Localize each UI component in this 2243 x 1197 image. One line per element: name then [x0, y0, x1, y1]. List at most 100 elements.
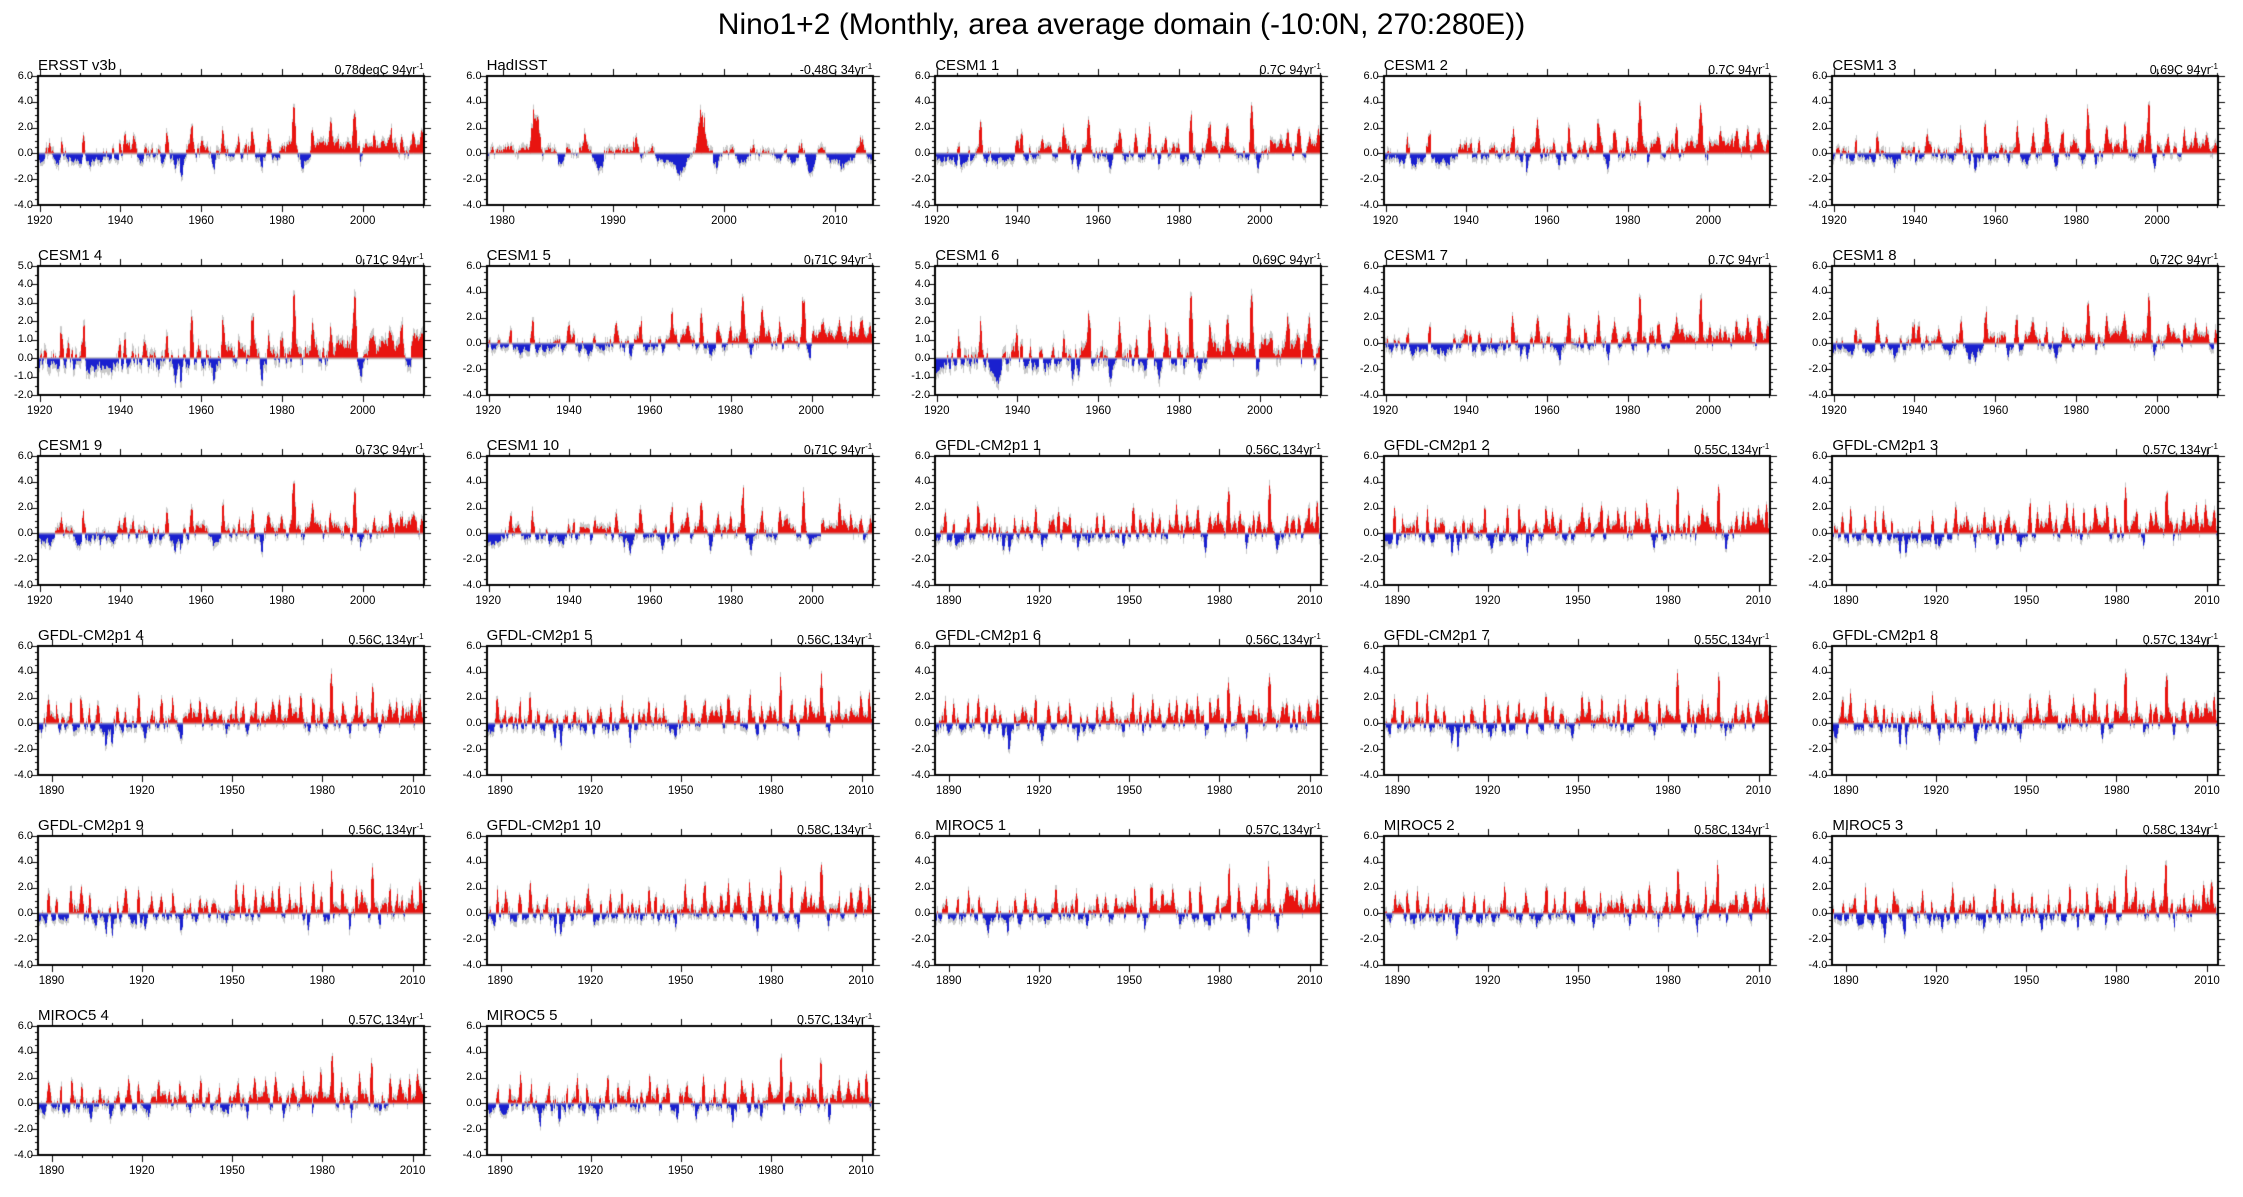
chart-panel: GFDL-CM2p1 8 0.57C 134yr-1 6.0 4.0 2.0 0.0 -… [1794, 624, 2243, 814]
y-tick-label: 2.0 [1812, 501, 1828, 514]
panel-title: GFDL-CM2p1 2 [1383, 437, 1490, 454]
y-tick-label: 6.0 [1812, 639, 1828, 652]
y-tick-label: -4.0 [462, 958, 482, 971]
x-tick-label: 1920 [577, 975, 604, 987]
x-tick-label: 2000 [349, 595, 376, 607]
trend-value: 0.72C 94yr [2149, 253, 2211, 268]
y-tick-label: 4.0 [1812, 95, 1828, 108]
x-tick-label: 1890 [1833, 785, 1859, 797]
x-tick-label: 1980 [717, 595, 744, 607]
y-tick-label: -2.0 [14, 552, 33, 565]
y-tick-label: 0.0 [1363, 336, 1379, 349]
y-tick-label: 4.0 [1363, 285, 1379, 298]
x-tick-label: 1920 [1923, 975, 1949, 987]
y-tick-label: 4.0 [914, 855, 931, 868]
x-tick-label: 1920 [1474, 595, 1501, 607]
y-tick-label: 0.0 [466, 716, 482, 729]
chart-panel: ERSST v3b 0.78degC 94yr-1 6.0 4.0 2.0 0.0 -2… [0, 54, 449, 244]
panel-title: CESM1 4 [38, 247, 103, 264]
trend-value: 0.71C 94yr [803, 443, 866, 458]
y-tick-label: 0.0 [914, 351, 931, 364]
trend-exponent: -1 [865, 632, 873, 641]
trend-value: 0.57C 134yr [2142, 443, 2211, 458]
x-tick-label: 1940 [556, 405, 582, 417]
chart-panel: GFDL-CM2p1 5 0.56C 134yr-1 6.0 4.0 2.0 0.0 -… [448, 624, 898, 814]
x-tick-label: 1960 [636, 595, 663, 607]
trend-label: 0.56C 134yr-1 [348, 819, 423, 838]
trend-exponent: -1 [1313, 822, 1321, 831]
y-tick-label: 2.0 [17, 314, 33, 327]
x-tick-label: 1890 [38, 785, 65, 797]
chart-panel: HadISST -0.48C 34yr-1 6.0 4.0 2.0 0.0 -2.0 -4… [448, 54, 898, 244]
trend-exponent: -1 [2210, 822, 2218, 831]
panel-title: CESM1 8 [1832, 247, 1897, 264]
trend-exponent: -1 [865, 1012, 873, 1021]
x-tick-label: 1940 [1453, 215, 1479, 227]
trend-label: 0.57C 134yr-1 [348, 1009, 423, 1028]
y-tick-label: 4.0 [17, 665, 33, 678]
y-tick-label: 5.0 [17, 259, 33, 272]
y-tick-label: 0.0 [914, 526, 931, 539]
x-tick-label: 2010 [822, 215, 848, 227]
x-tick-label: 1920 [1026, 595, 1052, 607]
x-tick-label: 1890 [487, 1165, 513, 1177]
chart-panel: CESM1 9 0.73C 94yr-1 6.0 4.0 2.0 0.0 -2.0 -4.… [0, 434, 449, 624]
x-tick-label: 1980 [309, 785, 336, 797]
plot-canvas [1345, 244, 1795, 434]
trend-label: 0.56C 134yr-1 [1246, 439, 1321, 458]
x-tick-label: 2000 [2144, 215, 2170, 227]
x-tick-label: 1950 [667, 1165, 694, 1177]
y-tick-label: 2.0 [914, 314, 931, 327]
plot-canvas [1794, 814, 2243, 1004]
x-tick-label: 1920 [577, 785, 604, 797]
y-tick-label: -1.0 [14, 370, 33, 383]
plot-canvas [0, 244, 449, 434]
y-tick-label: 0.0 [1363, 146, 1379, 159]
x-tick-label: 1950 [1116, 975, 1143, 987]
x-tick-label: 2010 [2194, 785, 2220, 797]
trend-label: 0.7C 94yr-1 [1708, 249, 1769, 268]
trend-value: 0.71C 94yr [803, 253, 866, 268]
y-tick-label: 0.0 [17, 526, 33, 539]
y-tick-label: 2.0 [1363, 881, 1379, 894]
trend-value: 0.7C 94yr [1708, 253, 1763, 268]
x-tick-label: 1960 [1982, 405, 2009, 417]
trend-exponent: -1 [2210, 252, 2218, 261]
x-tick-label: 2000 [349, 405, 376, 417]
y-tick-label: 5.0 [914, 259, 931, 272]
y-tick-label: -4.0 [1808, 768, 1828, 781]
trend-exponent: -1 [1313, 632, 1321, 641]
panel-title: CESM1 3 [1832, 57, 1897, 74]
chart-panel: CESM1 10 0.71C 94yr-1 6.0 4.0 2.0 0.0 -2.0 -4… [448, 434, 898, 624]
y-tick-label: -4.0 [14, 958, 33, 971]
trend-label: 0.55C 134yr-1 [1694, 439, 1769, 458]
x-tick-label: 2010 [1296, 595, 1323, 607]
x-tick-label: 1890 [1384, 975, 1411, 987]
x-tick-label: 1980 [1614, 405, 1641, 417]
y-tick-label: 6.0 [17, 639, 33, 652]
trend-exponent: -1 [416, 442, 424, 451]
trend-exponent: -1 [865, 62, 873, 71]
x-tick-label: 1920 [26, 405, 53, 417]
x-tick-label: 1920 [475, 595, 501, 607]
x-tick-label: 2010 [1296, 785, 1323, 797]
y-tick-label: -4.0 [462, 198, 482, 211]
y-tick-label: 0.0 [1363, 716, 1379, 729]
trend-label: 0.7C 94yr-1 [1708, 59, 1769, 78]
x-tick-label: 1940 [107, 215, 134, 227]
chart-panel: CESM1 4 0.71C 94yr-1 5.0 4.0 3.0 2.0 1.0 0.0 -… [0, 244, 449, 434]
x-tick-label: 1950 [2013, 975, 2040, 987]
y-tick-label: 6.0 [17, 449, 33, 462]
trend-exponent: -1 [416, 1012, 424, 1021]
y-tick-label: -4.0 [14, 198, 33, 211]
x-tick-label: 1920 [1372, 215, 1399, 227]
y-tick-label: -1.0 [911, 370, 931, 383]
panel-title: MIROC5 1 [935, 817, 1007, 834]
y-tick-label: 0.0 [914, 146, 931, 159]
x-tick-label: 2010 [399, 1165, 426, 1177]
chart-panel: CESM1 6 0.69C 94yr-1 5.0 4.0 3.0 2.0 1.0 0.0 -… [897, 244, 1347, 434]
plot-canvas [448, 814, 898, 1004]
x-tick-label: 1940 [1453, 405, 1479, 417]
plot-canvas [0, 434, 449, 624]
y-tick-label: 4.0 [17, 1045, 33, 1058]
